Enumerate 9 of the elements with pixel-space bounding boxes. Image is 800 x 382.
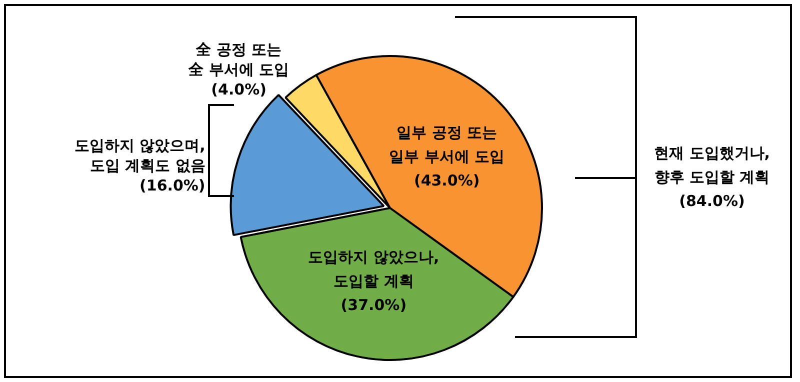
- slice-label: 全 공정 또는 全 부서에 도입: [188, 40, 290, 78]
- text: 현재 도입했거나, 향후 도입할 계획 (84.0%): [654, 144, 770, 210]
- data-label: (43.0%): [414, 171, 480, 190]
- slice-label: 도입하지 않았으며, 도입 계획도 없음: [74, 136, 206, 174]
- slice-label: 도입하지 않았으나, 도입할 계획: [308, 248, 440, 290]
- data-label: (37.0%): [340, 296, 407, 314]
- slice-label: 일부 공정 또는 일부 부서에 도입: [389, 123, 505, 166]
- data-label: (16.0%): [140, 176, 206, 194]
- data-label: (4.0%): [211, 80, 266, 98]
